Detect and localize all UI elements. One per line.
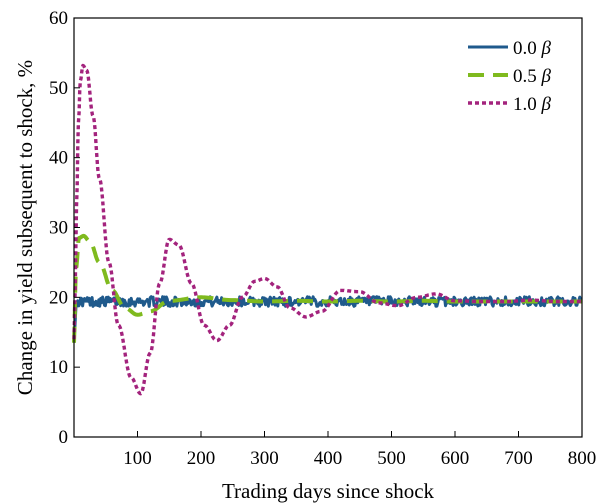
y-tick-label: 20 [49, 287, 68, 308]
x-tick-label: 700 [504, 448, 533, 469]
legend-label-2: 1.0 β [513, 94, 552, 115]
y-tick-label: 60 [49, 8, 68, 29]
y-tick-label: 40 [49, 148, 68, 169]
y-tick-label: 50 [49, 78, 68, 99]
y-tick-label: 0 [59, 427, 69, 448]
y-tick-label: 30 [49, 218, 68, 239]
legend: 0.0 β 0.5 β 1.0 β [462, 30, 576, 118]
legend-items: 0.0 β 0.5 β 1.0 β [468, 38, 552, 115]
y-tick-label: 10 [49, 357, 68, 378]
series-line-2 [72, 63, 584, 396]
x-tick-label: 300 [250, 448, 279, 469]
series-layer [72, 63, 584, 396]
series-line-1 [72, 233, 584, 343]
x-axis-label: Trading days since shock [222, 479, 435, 503]
legend-label-0: 0.0 β [513, 38, 552, 59]
x-tick-label: 800 [568, 448, 597, 469]
x-tick-label: 500 [377, 448, 406, 469]
x-tick-label: 200 [187, 448, 216, 469]
y-axis-label: Change in yield subsequent to shock, % [13, 60, 37, 395]
x-tick-label: 400 [314, 448, 343, 469]
x-tick-label: 100 [123, 448, 152, 469]
ticks-layer: 100 200 300 400 500 600 700 800 0 10 20 30 40 50 60 [49, 8, 596, 469]
x-tick-label: 600 [441, 448, 470, 469]
legend-label-1: 0.5 β [513, 66, 552, 87]
